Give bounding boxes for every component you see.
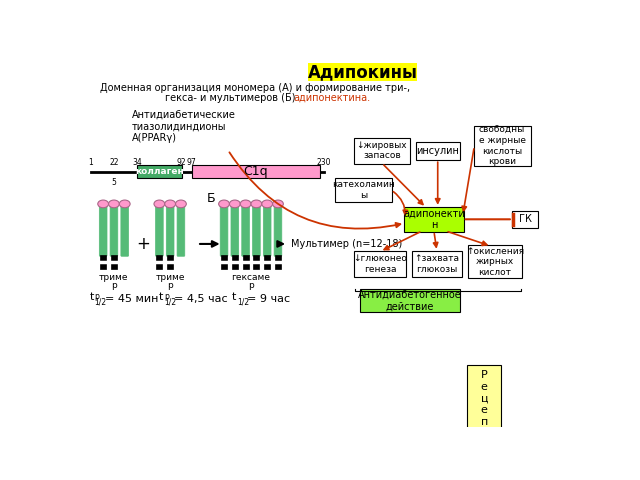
Text: = 9 час: = 9 час [247, 294, 291, 304]
FancyBboxPatch shape [354, 138, 410, 164]
FancyBboxPatch shape [264, 255, 270, 269]
FancyBboxPatch shape [110, 204, 118, 256]
Text: +: + [136, 235, 150, 253]
Text: 92: 92 [177, 158, 186, 167]
Text: t: t [90, 292, 93, 302]
Text: p: p [164, 292, 169, 300]
Ellipse shape [164, 200, 175, 208]
FancyBboxPatch shape [111, 255, 117, 269]
FancyBboxPatch shape [467, 365, 501, 428]
Ellipse shape [219, 200, 230, 208]
FancyBboxPatch shape [156, 255, 163, 269]
Text: инсулин: инсулин [416, 146, 459, 156]
Text: 97: 97 [187, 158, 196, 167]
FancyBboxPatch shape [412, 251, 462, 277]
FancyBboxPatch shape [156, 204, 163, 256]
FancyBboxPatch shape [137, 166, 182, 178]
Text: р: р [248, 281, 254, 290]
Ellipse shape [154, 200, 164, 208]
Ellipse shape [175, 200, 186, 208]
Text: 22: 22 [109, 158, 118, 167]
Text: коллаген: коллаген [135, 167, 184, 176]
Text: ↑окисления
жирных
кислот: ↑окисления жирных кислот [466, 247, 524, 276]
FancyBboxPatch shape [404, 207, 463, 232]
FancyBboxPatch shape [231, 204, 239, 256]
FancyBboxPatch shape [243, 255, 249, 269]
Text: Б: Б [207, 192, 215, 205]
Text: t: t [232, 292, 236, 302]
FancyBboxPatch shape [166, 204, 174, 256]
Text: триме: триме [156, 273, 185, 282]
Text: р: р [167, 281, 173, 290]
Ellipse shape [109, 200, 119, 208]
FancyBboxPatch shape [308, 63, 417, 82]
FancyBboxPatch shape [416, 142, 460, 160]
Ellipse shape [230, 200, 240, 208]
Text: свободны
е жирные
кислоты
крови: свободны е жирные кислоты крови [479, 126, 525, 166]
FancyBboxPatch shape [512, 211, 538, 228]
Ellipse shape [240, 200, 251, 208]
FancyBboxPatch shape [274, 204, 282, 256]
FancyBboxPatch shape [221, 255, 227, 269]
Text: триме: триме [99, 273, 129, 282]
FancyBboxPatch shape [220, 204, 228, 256]
FancyBboxPatch shape [99, 204, 107, 256]
Text: 34: 34 [132, 158, 142, 167]
Text: ГК: ГК [518, 214, 532, 224]
Ellipse shape [262, 200, 273, 208]
Text: ↓жировых
запасов: ↓жировых запасов [356, 141, 407, 160]
Text: 1: 1 [88, 158, 93, 167]
Ellipse shape [98, 200, 109, 208]
Text: Мультимер (n=12-18): Мультимер (n=12-18) [291, 239, 403, 249]
Text: Антидиабетические
тиазолидиндионы
А(PPARγ): Антидиабетические тиазолидиндионы А(PPAR… [132, 110, 236, 143]
FancyBboxPatch shape [177, 204, 185, 256]
Text: C1q: C1q [244, 165, 268, 178]
FancyBboxPatch shape [121, 204, 129, 256]
Text: 1/2: 1/2 [237, 297, 249, 306]
FancyBboxPatch shape [360, 289, 460, 312]
Text: Адипокины: Адипокины [308, 63, 418, 81]
FancyBboxPatch shape [192, 165, 320, 179]
Text: 230: 230 [317, 158, 332, 167]
FancyBboxPatch shape [263, 204, 271, 256]
Text: адипонекти
н: адипонекти н [403, 208, 465, 230]
Text: р: р [111, 281, 117, 290]
Text: 5: 5 [111, 178, 116, 187]
FancyBboxPatch shape [167, 255, 173, 269]
Text: катехоламин
ы: катехоламин ы [332, 180, 395, 200]
Text: t: t [159, 292, 163, 302]
FancyBboxPatch shape [100, 255, 106, 269]
FancyBboxPatch shape [275, 255, 281, 269]
Ellipse shape [119, 200, 130, 208]
FancyBboxPatch shape [335, 179, 392, 202]
FancyBboxPatch shape [242, 204, 250, 256]
FancyBboxPatch shape [253, 255, 259, 269]
FancyBboxPatch shape [474, 126, 531, 166]
FancyBboxPatch shape [468, 245, 522, 278]
Text: 1/2: 1/2 [164, 297, 176, 306]
Text: p: p [95, 292, 100, 300]
Text: 1/2: 1/2 [95, 297, 107, 306]
Text: = 45 мин: = 45 мин [105, 294, 158, 304]
Text: = 4,5 час: = 4,5 час [174, 294, 228, 304]
FancyBboxPatch shape [232, 255, 238, 269]
Text: Антидиабетогенное
действие: Антидиабетогенное действие [358, 290, 461, 312]
Text: гекса- и мультимеров (Б): гекса- и мультимеров (Б) [165, 93, 299, 103]
Text: Р
е
ц
е
п: Р е ц е п [481, 370, 488, 427]
FancyBboxPatch shape [253, 204, 260, 256]
FancyBboxPatch shape [354, 251, 406, 277]
Text: ↓глюконео
генеза: ↓глюконео генеза [353, 254, 407, 274]
Ellipse shape [273, 200, 284, 208]
Text: ↑захвата
глюкозы: ↑захвата глюкозы [415, 254, 460, 274]
Text: гексаме: гексаме [232, 273, 271, 282]
Text: адипонектина.: адипонектина. [293, 93, 371, 103]
Text: Доменная организация мономера (А) и формирование три-,: Доменная организация мономера (А) и форм… [100, 84, 410, 94]
Ellipse shape [251, 200, 262, 208]
